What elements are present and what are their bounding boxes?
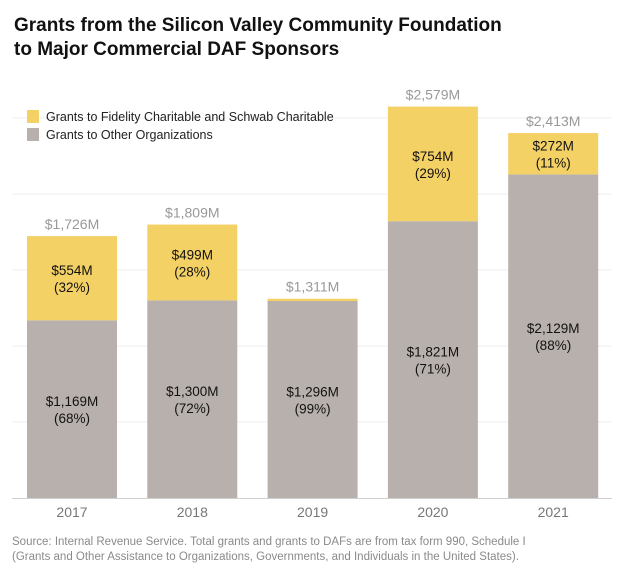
legend-label: Grants to Fidelity Charitable and Schwab…: [46, 110, 334, 124]
bar-segment-other: [27, 320, 117, 498]
total-label: $1,311M: [286, 279, 339, 295]
percent-label: (72%): [174, 401, 210, 416]
bar-segment-fidelity-schwab: [267, 298, 358, 302]
value-label: $1,821M: [407, 345, 460, 360]
percent-label: (29%): [415, 166, 451, 181]
source-line-2: (Grants and Other Assistance to Organiza…: [12, 551, 519, 563]
legend-swatch: [27, 110, 39, 123]
value-label: $272M: [533, 139, 574, 154]
x-tick-label: 2019: [297, 504, 328, 520]
value-label: $754M: [412, 149, 453, 164]
value-label: $1,296M: [286, 385, 339, 400]
value-label: $499M: [172, 247, 213, 262]
bar-segment-fidelity-schwab: [387, 106, 478, 222]
bar-segment-fidelity-schwab: [27, 236, 117, 321]
percent-label: (32%): [54, 280, 90, 295]
percent-label: (88%): [535, 338, 571, 353]
bar-segment-other: [387, 221, 478, 498]
total-label: $2,413M: [526, 113, 580, 129]
bar-segment-other: [147, 300, 238, 498]
x-tick-label: 2018: [177, 504, 208, 520]
bar-segment-fidelity-schwab: [508, 133, 599, 175]
bar-segment-other: [267, 301, 358, 498]
percent-label: (99%): [295, 402, 331, 417]
percent-label: (71%): [415, 362, 451, 377]
value-label: $1,300M: [166, 384, 219, 399]
chart-title-line-2: to Major Commercial DAF Sponsors: [14, 39, 340, 60]
total-label: $2,579M: [406, 87, 460, 103]
stacked-bar-chart: $1,169M (68%) $554M (32%) $1,726M 2017 $1,300M…: [12, 87, 612, 520]
chart-title-line-1: Grants from the Silicon Valley Community…: [14, 15, 502, 36]
bar-segment-fidelity-schwab: [147, 224, 238, 301]
x-tick-label: 2020: [417, 504, 448, 520]
bar-segment-other: [508, 174, 599, 498]
source-line-1: Source: Internal Revenue Service. Total …: [12, 536, 526, 548]
x-tick-label: 2017: [56, 504, 87, 520]
legend-label: Grants to Other Organizations: [46, 128, 213, 142]
legend-swatch: [27, 128, 39, 141]
source-note: Source: Internal Revenue Service. Total …: [12, 535, 526, 565]
percent-label: (68%): [54, 411, 90, 426]
percent-label: (28%): [174, 264, 210, 279]
x-tick-label: 2021: [538, 504, 569, 520]
total-label: $1,726M: [45, 216, 99, 232]
percent-label: (11%): [536, 156, 571, 171]
value-label: $2,129M: [527, 321, 580, 336]
chart-title: Grants from the Silicon Valley Community…: [14, 14, 502, 62]
value-label: $554M: [51, 263, 92, 278]
value-label: $1,169M: [46, 394, 99, 409]
total-label: $1,809M: [165, 205, 219, 221]
